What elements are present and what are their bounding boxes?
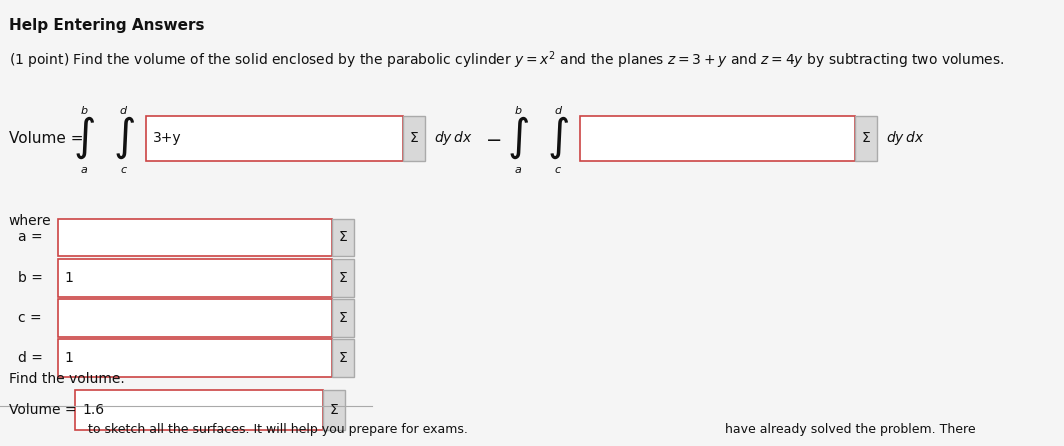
FancyBboxPatch shape <box>332 219 354 256</box>
FancyBboxPatch shape <box>57 259 332 297</box>
Text: Σ: Σ <box>338 351 347 365</box>
FancyBboxPatch shape <box>57 219 332 256</box>
Text: Σ: Σ <box>338 231 347 244</box>
Text: 1: 1 <box>65 351 73 365</box>
Text: Σ: Σ <box>862 131 870 145</box>
Text: Σ: Σ <box>330 403 338 417</box>
Text: $a$: $a$ <box>80 165 88 175</box>
Text: where: where <box>9 214 51 228</box>
Text: Help Entering Answers: Help Entering Answers <box>9 18 204 33</box>
Text: $b$: $b$ <box>80 104 88 116</box>
Text: $a$: $a$ <box>514 165 522 175</box>
FancyBboxPatch shape <box>332 339 354 377</box>
FancyBboxPatch shape <box>332 299 354 337</box>
Text: Σ: Σ <box>338 311 347 325</box>
FancyBboxPatch shape <box>854 116 877 161</box>
Text: $d$: $d$ <box>119 104 129 116</box>
FancyBboxPatch shape <box>323 390 345 430</box>
Text: 1: 1 <box>65 271 73 285</box>
Text: Volume =: Volume = <box>9 403 77 417</box>
FancyBboxPatch shape <box>332 259 354 297</box>
Text: $-$: $-$ <box>485 129 501 148</box>
Text: 3+y: 3+y <box>153 131 182 145</box>
Text: d =: d = <box>18 351 43 365</box>
FancyBboxPatch shape <box>402 116 425 161</box>
Text: $\int$: $\int$ <box>113 115 135 161</box>
FancyBboxPatch shape <box>57 339 332 377</box>
Text: Σ: Σ <box>410 131 418 145</box>
FancyBboxPatch shape <box>580 116 854 161</box>
Text: $\int$: $\int$ <box>547 115 569 161</box>
Text: $\int$: $\int$ <box>73 115 95 161</box>
Text: (1 point) Find the volume of the solid enclosed by the parabolic cylinder $y = x: (1 point) Find the volume of the solid e… <box>9 49 1004 70</box>
Text: $dy\,dx$: $dy\,dx$ <box>885 129 924 147</box>
Text: c =: c = <box>18 311 41 325</box>
Text: a =: a = <box>18 231 43 244</box>
Text: to sketch all the surfaces. It will help you prepare for exams.: to sketch all the surfaces. It will help… <box>88 423 468 436</box>
FancyBboxPatch shape <box>57 299 332 337</box>
Text: b =: b = <box>18 271 43 285</box>
FancyBboxPatch shape <box>76 390 323 430</box>
Text: Volume =: Volume = <box>9 131 83 146</box>
Text: $dy\,dx$: $dy\,dx$ <box>433 129 472 147</box>
Text: $b$: $b$ <box>514 104 522 116</box>
Text: Σ: Σ <box>338 271 347 285</box>
Text: $c$: $c$ <box>554 165 562 175</box>
Text: Find the volume.: Find the volume. <box>9 372 124 386</box>
FancyBboxPatch shape <box>146 116 402 161</box>
Text: $c$: $c$ <box>120 165 128 175</box>
Text: $d$: $d$ <box>553 104 563 116</box>
Text: have already solved the problem. There: have already solved the problem. There <box>726 423 976 436</box>
Text: $\int$: $\int$ <box>508 115 530 161</box>
Text: 1.6: 1.6 <box>82 403 104 417</box>
